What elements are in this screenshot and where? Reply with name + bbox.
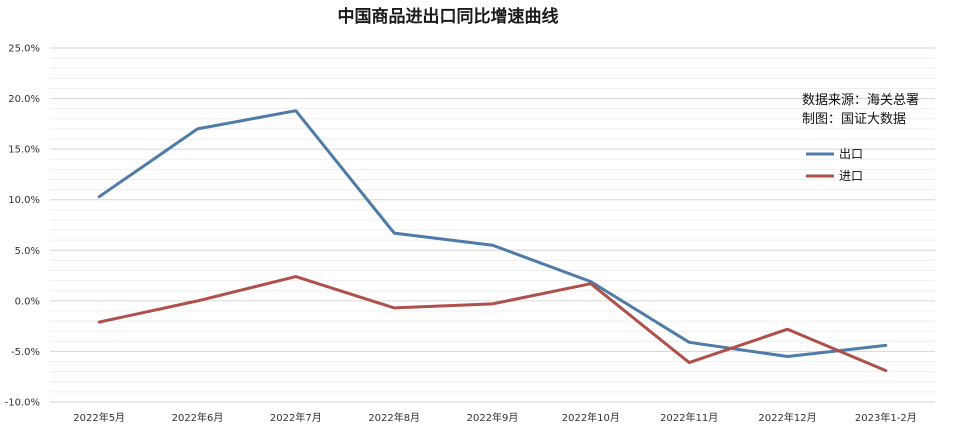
y-tick-label: 0.0% xyxy=(15,296,40,307)
y-tick-label: 25.0% xyxy=(8,44,40,55)
chart-title: 中国商品进出口同比增速曲线 xyxy=(338,6,559,27)
x-tick-label: 2022年10月 xyxy=(562,411,620,424)
legend-label: 进口 xyxy=(839,169,863,183)
y-tick-label: 20.0% xyxy=(8,94,40,105)
x-tick-label: 2022年9月 xyxy=(467,411,519,424)
x-tick-label: 2022年5月 xyxy=(73,411,125,424)
series-line-export xyxy=(97,109,888,358)
author-note: 制图：国证大数据 xyxy=(802,112,906,127)
y-tick-label: 5.0% xyxy=(15,246,40,257)
x-tick-label: 2022年6月 xyxy=(172,411,224,424)
y-axis-ticks: -10.0% -5.0% 0.0% 5.0% 10.0% 15.0% 20.0% 25.0% xyxy=(5,44,40,409)
series-lines xyxy=(97,109,888,373)
x-tick-label: 2023年1-2月 xyxy=(855,411,917,424)
x-tick-label: 2022年12月 xyxy=(758,411,816,424)
y-tick-label: 15.0% xyxy=(8,145,40,156)
x-axis-ticks: 2022年5月 2022年6月 2022年7月 2022年8月 2022年9月 2022年… xyxy=(73,411,916,424)
x-tick-label: 2022年7月 xyxy=(270,411,322,424)
x-tick-label: 2022年8月 xyxy=(368,411,420,424)
legend-label: 出口 xyxy=(839,147,863,161)
y-tick-label: -10.0% xyxy=(5,398,40,409)
gridlines xyxy=(50,47,935,403)
y-tick-label: 10.0% xyxy=(8,195,40,206)
series-line-import xyxy=(97,275,888,373)
y-tick-label: -5.0% xyxy=(11,347,40,358)
x-tick-label: 2022年11月 xyxy=(660,411,718,424)
source-note: 数据来源：海关总署 xyxy=(802,93,919,108)
